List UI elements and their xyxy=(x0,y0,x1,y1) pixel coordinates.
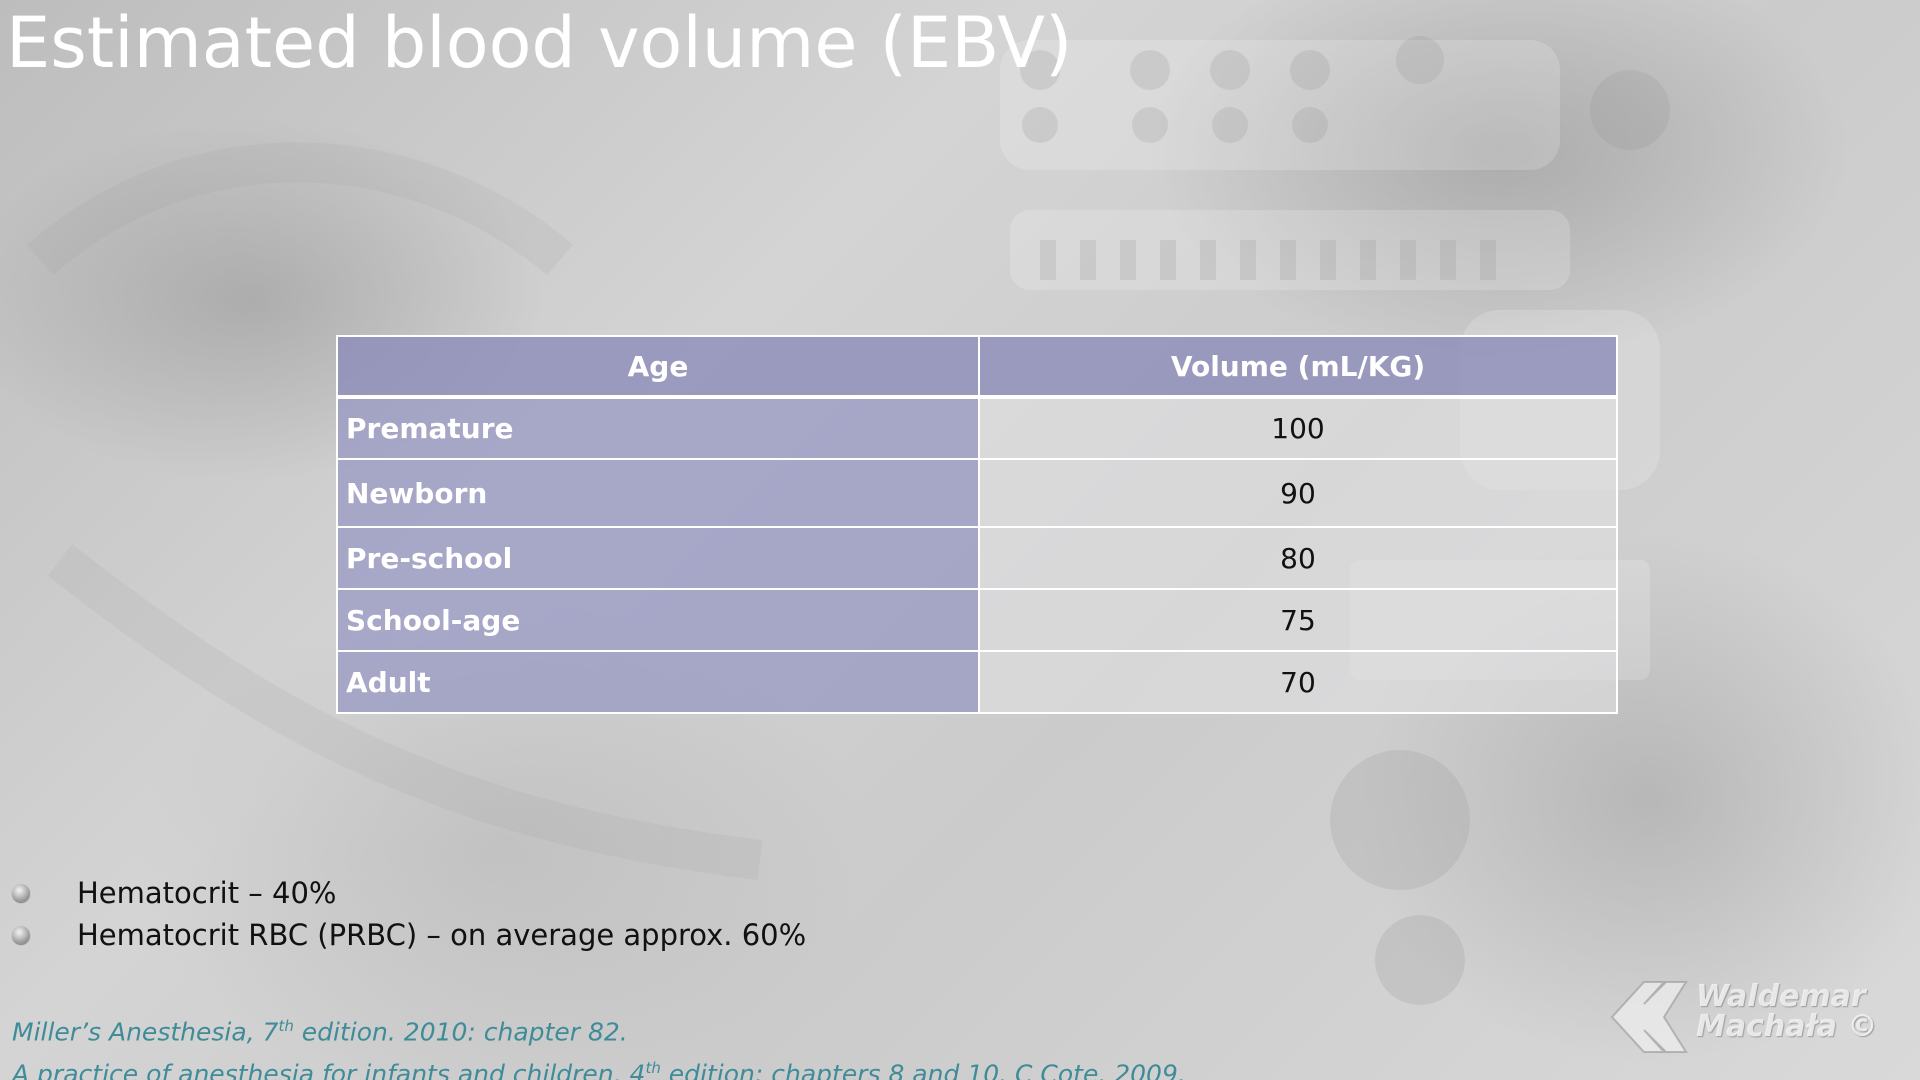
reference-text: edition: chapters 8 and 10. C Cote. 2009… xyxy=(660,1059,1186,1080)
table-row: Premature 100 xyxy=(336,396,1618,460)
volume-cell: 70 xyxy=(978,650,1618,714)
volume-cell: 80 xyxy=(978,526,1618,590)
reference-superscript: th xyxy=(278,1017,294,1035)
list-item: Hematocrit – 40% xyxy=(10,872,806,914)
reference-line: A practice of anesthesia for infants and… xyxy=(12,1050,1186,1080)
reference-text: edition. 2010: chapter 82. xyxy=(293,1017,628,1047)
reference-superscript: th xyxy=(645,1059,661,1078)
age-cell: Newborn xyxy=(336,458,980,528)
column-header-age: Age xyxy=(336,335,980,399)
table-header-row: Age Volume (mL/KG) xyxy=(336,335,1618,399)
table-row: Adult 70 xyxy=(336,650,1618,714)
bullet-icon xyxy=(12,884,30,902)
reference-line: Miller’s Anesthesia, 7th edition. 2010: … xyxy=(12,1008,1186,1050)
reference-text: A practice of anesthesia for infants and… xyxy=(12,1059,646,1080)
blood-volume-table: Age Volume (mL/KG) Premature 100 Newborn… xyxy=(336,335,1618,714)
bullet-text: Hematocrit RBC (PRBC) – on average appro… xyxy=(77,918,807,952)
age-cell: Adult xyxy=(336,650,980,714)
bullet-icon xyxy=(12,926,30,944)
reference-text: Miller’s Anesthesia, 7 xyxy=(12,1017,279,1047)
slide-title: Estimated blood volume (EBV) xyxy=(6,2,1073,84)
author-watermark: Waldemar Machała © xyxy=(1604,972,1904,1062)
age-cell: Pre-school xyxy=(336,526,980,590)
references: Miller’s Anesthesia, 7th edition. 2010: … xyxy=(12,1008,1186,1080)
list-item: Hematocrit RBC (PRBC) – on average appro… xyxy=(10,914,806,956)
logo-mark-icon xyxy=(1610,981,1688,1053)
table-row: Newborn 90 xyxy=(336,458,1618,528)
bullet-list: Hematocrit – 40% Hematocrit RBC (PRBC) –… xyxy=(10,872,806,956)
table-row: Pre-school 80 xyxy=(336,526,1618,590)
age-cell: Premature xyxy=(336,396,980,460)
watermark-line-2: Machała © xyxy=(1696,1009,1878,1044)
table-row: School-age 75 xyxy=(336,588,1618,652)
column-header-volume: Volume (mL/KG) xyxy=(978,335,1618,399)
volume-cell: 75 xyxy=(978,588,1618,652)
bullet-text: Hematocrit – 40% xyxy=(77,876,337,910)
watermark-line-1: Waldemar xyxy=(1696,979,1866,1014)
watermark-text: Waldemar Machała © xyxy=(1696,982,1877,1042)
age-cell: School-age xyxy=(336,588,980,652)
volume-cell: 100 xyxy=(978,396,1618,460)
volume-cell: 90 xyxy=(978,458,1618,528)
